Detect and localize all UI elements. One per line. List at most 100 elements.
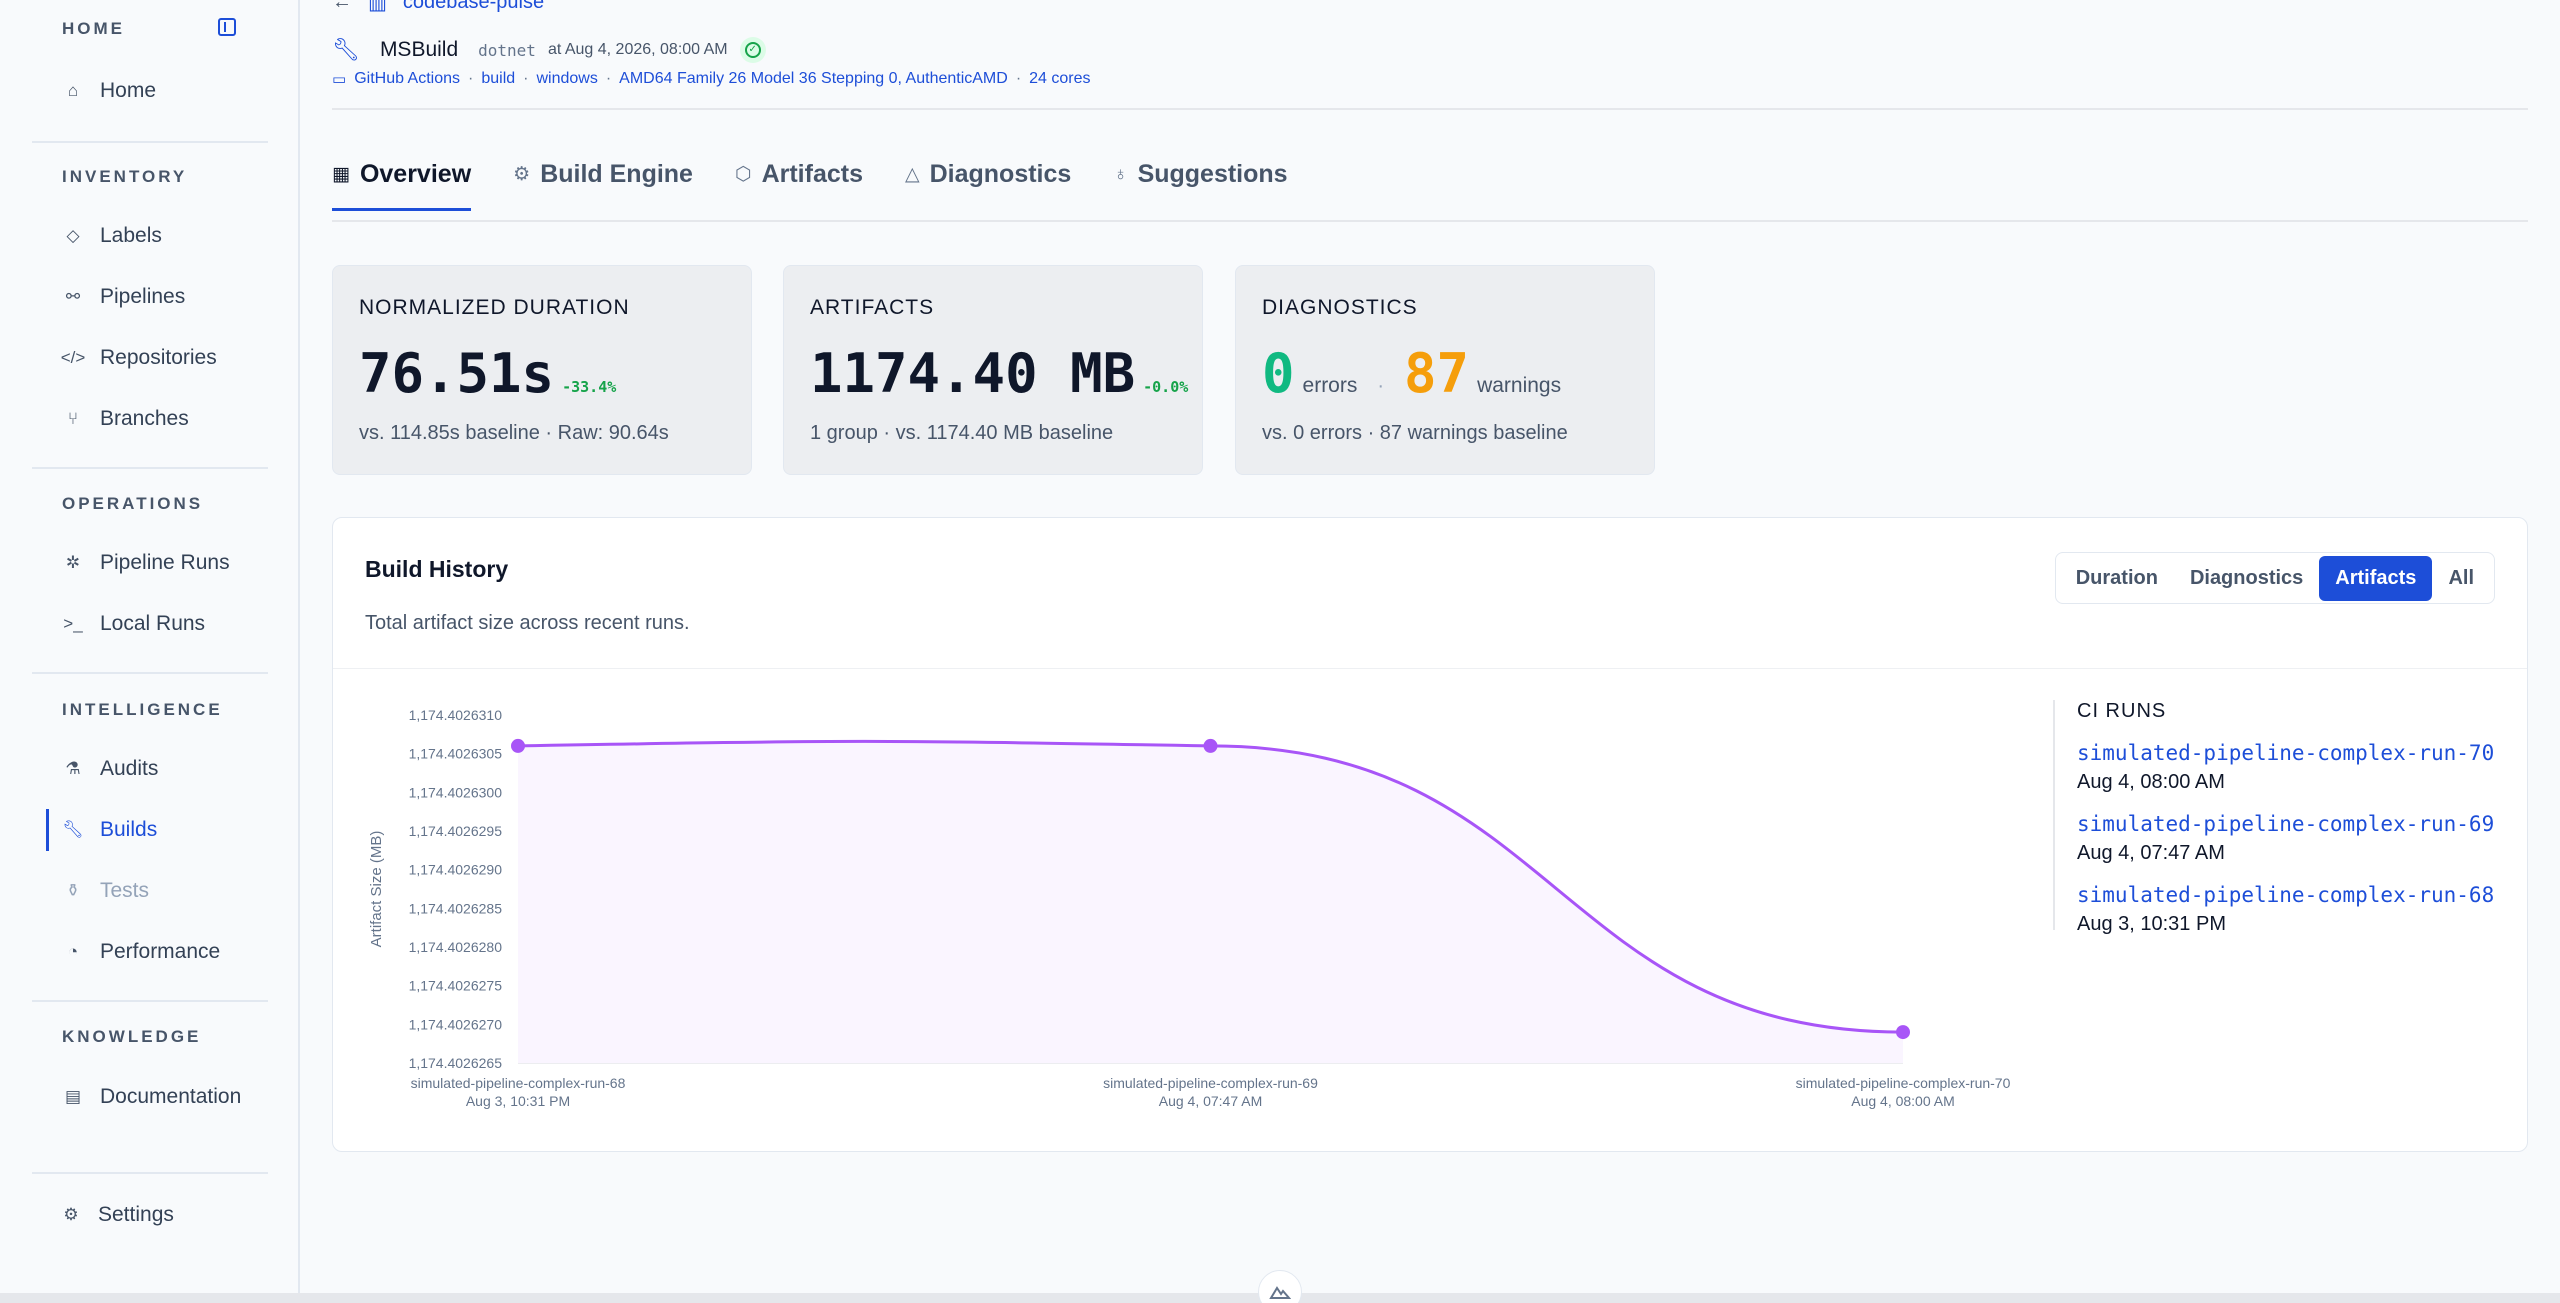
sidebar-item-label: Performance [100,940,221,963]
runs-title: CI RUNS [2077,700,2167,722]
wrench-icon: 🔧︎ [62,820,84,839]
sidebar-item-local-runs[interactable]: >_ Local Runs [48,599,268,649]
sidebar-collapse-icon[interactable] [218,18,236,36]
duration-value: 76.51s [359,342,555,405]
sidebar-item-branches[interactable]: ⑂ Branches [48,394,268,444]
meta-cpu: AMD64 Family 26 Model 36 Stepping 0, Aut… [619,70,1008,87]
tab-overview[interactable]: ▦ Overview [332,160,472,211]
sidebar-item-pipelines[interactable]: ⚯ Pipelines [48,272,268,322]
tab-label: Suggestions [1137,160,1288,188]
sidebar-item-performance[interactable]: ◔ Performance [48,927,268,977]
flask-icon: ⚱ [65,881,81,900]
tab-diagnostics[interactable]: △ Diagnostics [905,160,1071,211]
sidebar-item-tests[interactable]: ⚱ Tests [48,866,268,916]
sidebar-item-label: Settings [98,1203,174,1226]
card-label: NORMALIZED DURATION [359,296,630,319]
errors-label: errors [1302,374,1358,397]
errors-count: 0 [1262,342,1295,405]
toggle-duration[interactable]: Duration [2075,566,2158,589]
diagnostics-sub: vs. 0 errors · 87 warnings baseline [1262,422,1568,444]
gear-icon: ⚙ [63,1205,79,1224]
y-tick-label: 1,174.4026310 [409,707,503,723]
back-link[interactable]: codebase-pulse [402,0,545,13]
sidebar-item-label: Repositories [100,346,217,369]
sidebar-item-builds[interactable]: 🔧︎ Builds [46,805,268,855]
y-tick-label: 1,174.4026265 [409,1055,503,1071]
y-tick-label: 1,174.4026295 [409,823,503,839]
workflow-icon: ✲ [65,553,81,572]
meta-separator: · [1015,70,1022,87]
sidebar-divider [32,1000,268,1002]
home-icon: ⌂ [67,81,79,100]
sidebar-item-repositories[interactable]: </> Repositories [48,333,268,383]
sidebar-item-label: Local Runs [100,612,206,635]
section-title-inventory: INVENTORY [62,167,188,186]
sidebar-item-labels[interactable]: ◇ Labels [48,211,268,261]
sidebar-item-audits[interactable]: ⚗ Audits [48,744,268,794]
series-line [517,739,1904,1034]
panel-divider [333,668,2527,669]
header-divider [332,108,2528,110]
ci-runs-list: CI RUNS simulated-pipeline-complex-run-7… [2053,700,2513,935]
sidebar-item-settings[interactable]: ⚙ Settings [46,1190,266,1240]
toggle-artifacts[interactable]: Artifacts [2319,555,2433,601]
y-tick-label: 1,174.4026280 [409,939,503,955]
devtools-button[interactable] [1258,1270,1302,1303]
card-label: ARTIFACTS [810,296,935,319]
back-arrow-icon[interactable]: ← [332,0,352,13]
sidebar-item-documentation[interactable]: ▤ Documentation [48,1072,268,1122]
card-label: DIAGNOSTICS [1262,296,1418,319]
sidebar-item-label: Home [100,79,157,102]
repo-icon: ▥ [368,0,387,14]
toggle-all[interactable]: All [2448,566,2474,589]
panel-subtitle: Total artifact size across recent runs. [365,612,690,634]
sidebar-divider [32,141,268,143]
tab-label: Overview [359,160,472,188]
build-name: MSBuild [379,38,459,61]
wrench-icon: 🔧︎ [332,37,360,62]
x-tick-label: simulated-pipeline-complex-run-68 [411,1075,626,1091]
monitor-icon: ▭ [332,71,347,88]
build-tool: dotnet [478,40,536,60]
metric-toggle: Duration Diagnostics Artifacts All [2054,552,2495,604]
y-tick-label: 1,174.4026305 [409,746,503,762]
data-point[interactable] [1896,1025,1910,1040]
toggle-diagnostics[interactable]: Diagnostics [2189,566,2304,589]
lightbulb-icon: ♁ [1113,163,1128,185]
run-link[interactable]: simulated-pipeline-complex-run-68 [2077,883,2495,907]
artifacts-delta: -0.0% [1143,378,1189,396]
sidebar-item-label: Branches [100,407,189,430]
build-meta: ▭ GitHub Actions · build · windows · AMD… [332,70,1091,88]
section-title-operations: OPERATIONS [62,494,204,513]
tab-build-engine[interactable]: ⚙ Build Engine [513,160,693,211]
x-tick-label: simulated-pipeline-complex-run-70 [1796,1075,2011,1091]
sidebar-item-pipeline-runs[interactable]: ✲ Pipeline Runs [48,538,268,588]
artifacts-sub: 1 group · vs. 1174.40 MB baseline [810,422,1114,444]
gauge-icon: ◔ [67,942,79,961]
tab-suggestions[interactable]: ♁ Suggestions [1113,160,1287,211]
warning-icon: △ [904,164,920,185]
run-link[interactable]: simulated-pipeline-complex-run-70 [2077,741,2495,765]
tab-artifacts[interactable]: ⬡ Artifacts [735,160,863,211]
data-point[interactable] [511,738,525,753]
tab-label: Build Engine [540,160,693,188]
sidebar: HOME ⌂ Home INVENTORY ◇ Labels ⚯ Pipelin… [0,0,300,1303]
sidebar-item-label: Labels [100,224,162,247]
status-badge: ✓ [739,37,766,63]
sidebar-item-label: Pipelines [100,285,186,308]
sidebar-item-label: Builds [100,818,158,841]
cog-icon: ⚙ [513,164,531,185]
tag-icon: ◇ [66,226,80,245]
run-link[interactable]: simulated-pipeline-complex-run-69 [2077,812,2495,836]
book-icon: ▤ [64,1087,82,1106]
data-point[interactable] [1203,738,1218,753]
section-title-intelligence: INTELLIGENCE [62,700,223,719]
y-tick-label: 1,174.4026300 [409,784,503,800]
x-tick-label: simulated-pipeline-complex-run-69 [1103,1075,1318,1091]
sidebar-item-home[interactable]: ⌂ Home [48,66,268,116]
sidebar-item-label: Documentation [100,1085,242,1108]
panel-title: Build History [365,556,509,582]
sidebar-divider [32,1172,268,1174]
section-title-home: HOME [62,19,125,38]
area-fill [518,741,1903,1063]
